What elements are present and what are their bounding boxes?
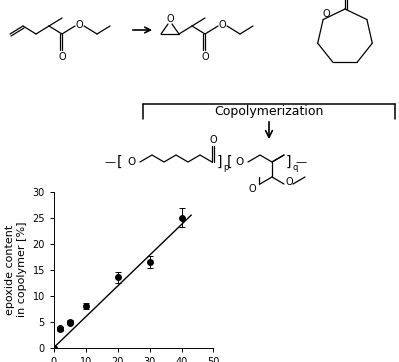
Y-axis label: epoxide content
in copolymer [%]: epoxide content in copolymer [%] bbox=[5, 222, 27, 317]
Text: ]: ] bbox=[285, 155, 291, 169]
Text: O: O bbox=[128, 157, 136, 167]
Text: —: — bbox=[295, 157, 306, 167]
Text: O: O bbox=[209, 135, 217, 145]
Text: O: O bbox=[75, 20, 83, 30]
Text: O: O bbox=[285, 177, 293, 187]
Text: O: O bbox=[166, 14, 174, 24]
Text: O: O bbox=[322, 9, 330, 19]
Text: —: — bbox=[105, 157, 116, 167]
Text: O: O bbox=[248, 184, 256, 194]
Text: O: O bbox=[218, 20, 226, 30]
Text: ]: ] bbox=[216, 155, 222, 169]
Text: O: O bbox=[58, 52, 66, 62]
Text: O: O bbox=[236, 157, 244, 167]
Text: q: q bbox=[292, 163, 298, 172]
Text: [: [ bbox=[117, 155, 123, 169]
Text: p: p bbox=[223, 163, 229, 172]
Text: [: [ bbox=[227, 155, 233, 169]
Text: Copolymerization: Copolymerization bbox=[214, 105, 324, 118]
Text: O: O bbox=[201, 52, 209, 62]
